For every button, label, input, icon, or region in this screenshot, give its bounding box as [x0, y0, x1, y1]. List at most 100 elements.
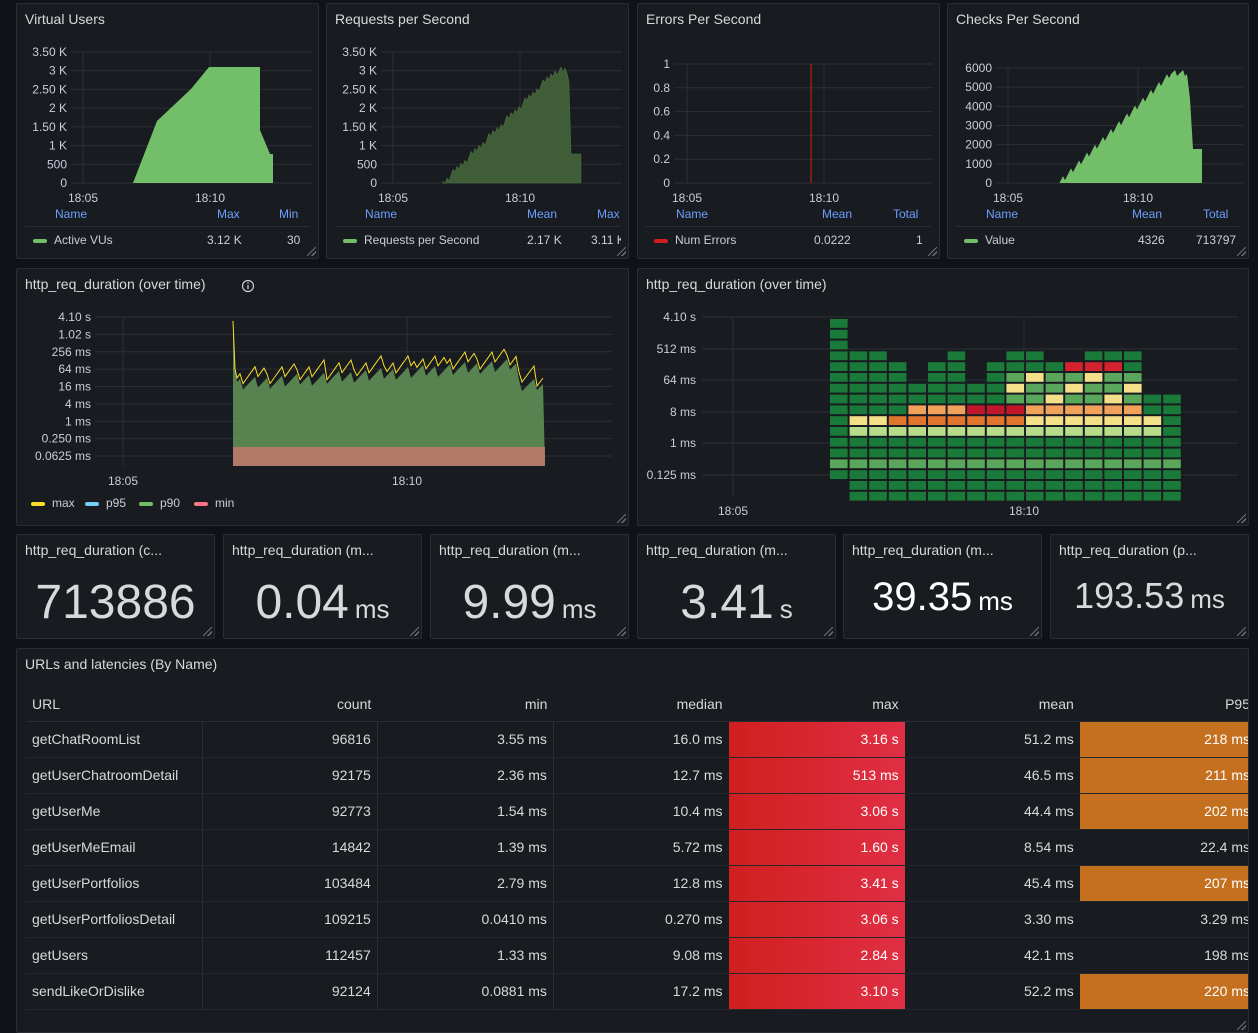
panel-title[interactable]: URLs and latencies (By Name)	[25, 656, 218, 672]
panel-title[interactable]: Checks Per Second	[956, 11, 1080, 27]
resize-handle[interactable]	[1237, 514, 1246, 523]
panel-urls-latencies[interactable]: URLs and latencies (By Name) URL count m…	[16, 648, 1249, 1033]
y-tick-label: 5000	[965, 80, 992, 94]
panel-title[interactable]: Errors Per Second	[646, 11, 762, 27]
stat-panel-p95[interactable]: http_req_duration (p... 193.53 ms	[1050, 534, 1249, 639]
cell-p95: 198 ms	[1079, 937, 1248, 974]
legend-series-name[interactable]: Num Errors	[654, 233, 736, 247]
column-header-mean[interactable]: mean	[904, 687, 1080, 722]
panel-title[interactable]: Virtual Users	[25, 11, 105, 27]
stat-panel-count[interactable]: http_req_duration (c... 713886	[16, 534, 215, 639]
column-header-url[interactable]: URL	[26, 687, 203, 722]
x-tick-label: 18:10	[392, 474, 422, 488]
series-swatch	[31, 501, 45, 506]
heatmap-cell	[830, 351, 848, 361]
resize-handle[interactable]	[1237, 1021, 1246, 1030]
stat-title[interactable]: http_req_duration (m...	[852, 542, 994, 558]
heatmap-cell	[849, 448, 868, 458]
heatmap-cell	[1084, 448, 1103, 458]
legend-header-name[interactable]: Name	[986, 207, 1019, 221]
heatmap-cell	[1065, 394, 1083, 404]
heatmap-cell	[967, 481, 985, 490]
column-header-min[interactable]: min	[377, 687, 554, 722]
heatmap-cell	[986, 448, 1005, 458]
panel-title[interactable]: http_req_duration (over time)	[25, 276, 206, 292]
stat-title[interactable]: http_req_duration (p...	[1059, 542, 1197, 558]
info-circle-icon[interactable]	[241, 279, 255, 293]
series-swatch	[139, 501, 153, 506]
cell-min: 0.0881 ms	[377, 973, 554, 1010]
legend-header-total[interactable]: Total	[1203, 207, 1229, 221]
legend-header-name[interactable]: Name	[676, 207, 709, 221]
heatmap-cell	[908, 416, 926, 425]
column-header-count[interactable]: count	[202, 687, 378, 722]
panel-title[interactable]: http_req_duration (over time)	[646, 276, 827, 292]
heatmap-cell	[1006, 427, 1024, 436]
legend-p95[interactable]: p95	[85, 496, 126, 510]
stat-panel-min[interactable]: http_req_duration (m... 0.04 ms	[223, 534, 422, 639]
legend-series-name[interactable]: Value	[964, 233, 1015, 247]
heatmap-cell	[908, 491, 926, 501]
resize-handle[interactable]	[410, 627, 419, 636]
panel-requests-per-second[interactable]: Requests per Second 3.50 K 3 K 2.50 K 2 K 1.…	[326, 3, 629, 259]
legend-header-mean[interactable]: Mean	[1132, 207, 1163, 221]
panel-duration-timeseries[interactable]: http_req_duration (over time) 4.10 s 1.02…	[16, 268, 629, 526]
column-header-p95[interactable]: P95	[1079, 687, 1248, 722]
resize-handle[interactable]	[307, 247, 316, 256]
legend-header-name[interactable]: Name	[55, 207, 88, 221]
resize-handle[interactable]	[928, 247, 937, 256]
resize-handle[interactable]	[1030, 627, 1039, 636]
panel-virtual-users[interactable]: Virtual Users 3.50 K 3 K 2.50 K 2 K 1.50 K 1 …	[16, 3, 319, 259]
cell-min: 2.36 ms	[377, 757, 554, 794]
heatmap-cell	[830, 416, 848, 425]
heatmap-cell	[1065, 427, 1083, 436]
legend-header-name[interactable]: Name	[365, 207, 398, 221]
panel-duration-heatmap[interactable]: http_req_duration (over time) 4.10 s 512 …	[637, 268, 1249, 526]
panel-title[interactable]: Requests per Second	[335, 11, 470, 27]
panel-errors-per-second[interactable]: Errors Per Second 1 0.8 0.6 0.4 0.2 0 18:05 18:…	[637, 3, 940, 259]
heatmap-cell	[830, 448, 848, 458]
cell-url: getUserPortfoliosDetail	[26, 901, 203, 938]
resize-handle[interactable]	[617, 247, 626, 256]
resize-handle[interactable]	[203, 627, 212, 636]
y-tick-label: 0.250 ms	[42, 432, 91, 446]
column-header-median[interactable]: median	[553, 687, 729, 722]
stat-panel-max[interactable]: http_req_duration (m... 3.41 s	[637, 534, 836, 639]
resize-handle[interactable]	[617, 627, 626, 636]
stat-title[interactable]: http_req_duration (m...	[439, 542, 581, 558]
stat-title[interactable]: http_req_duration (m...	[232, 542, 374, 558]
resize-handle[interactable]	[824, 627, 833, 636]
heatmap-cell	[986, 481, 1005, 490]
legend-header-total[interactable]: Total	[893, 207, 919, 221]
heatmap-cell	[1163, 491, 1181, 501]
cell-url: getChatRoomList	[26, 721, 203, 758]
legend-p90[interactable]: p90	[139, 496, 180, 510]
stat-panel-mean[interactable]: http_req_duration (m... 39.35 ms	[843, 534, 1042, 639]
legend-header-min[interactable]: Min	[279, 207, 299, 221]
panel-checks-per-second[interactable]: Checks Per Second 6000 5000 4000 3000 2000 10…	[947, 3, 1249, 259]
heatmap-cell	[947, 394, 966, 404]
legend-header-mean[interactable]: Mean	[822, 207, 853, 221]
virtual-users-chart: 3.50 K 3 K 2.50 K 2 K 1.50 K 1 K 500 018:05 18:1…	[32, 45, 312, 204]
legend-header-max[interactable]: Max	[217, 207, 240, 221]
heatmap-cell	[1026, 351, 1044, 361]
legend-series-name[interactable]: Requests per Second	[343, 233, 479, 247]
heatmap-cell	[849, 459, 868, 469]
y-tick-label: 3000	[965, 119, 992, 133]
resize-handle[interactable]	[617, 514, 626, 523]
legend-min[interactable]: min	[194, 496, 234, 510]
cell-median: 12.8 ms	[553, 865, 729, 902]
heatmap-cell	[908, 481, 926, 490]
stat-panel-median[interactable]: http_req_duration (m... 9.99 ms	[430, 534, 629, 639]
stat-title[interactable]: http_req_duration (c...	[25, 542, 162, 558]
resize-handle[interactable]	[1237, 247, 1246, 256]
legend-header-mean[interactable]: Mean	[527, 207, 558, 221]
table-row: getUsers 112457 1.33 ms 9.08 ms 2.84 s 42.1 m…	[26, 937, 1248, 974]
legend-header-max[interactable]: Max	[597, 207, 620, 221]
column-header-max[interactable]: max	[728, 687, 905, 722]
legend-max[interactable]: max	[31, 496, 75, 510]
resize-handle[interactable]	[1237, 627, 1246, 636]
legend-series-name[interactable]: Active VUs	[33, 233, 113, 247]
legend-label: min	[215, 496, 235, 510]
stat-title[interactable]: http_req_duration (m...	[646, 542, 788, 558]
